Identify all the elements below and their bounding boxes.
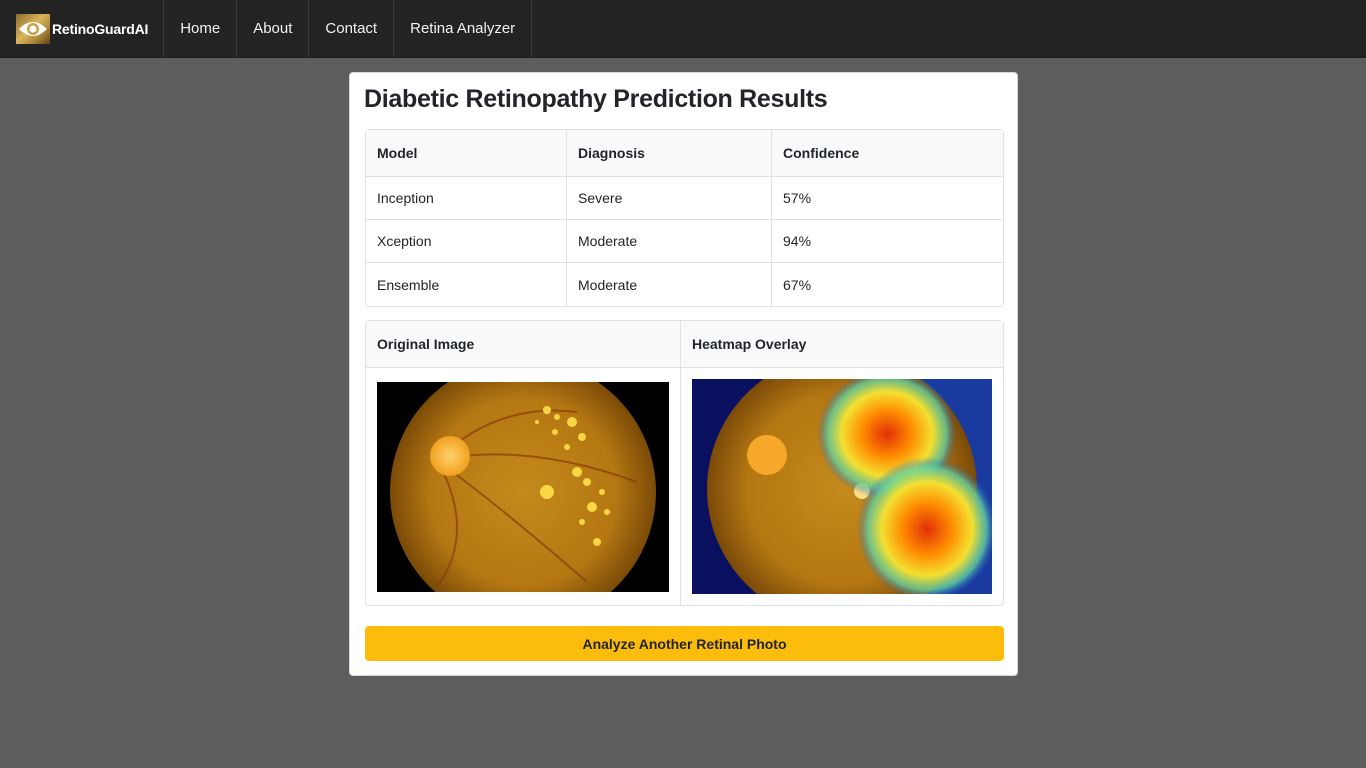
cell-diagnosis: Moderate bbox=[567, 263, 772, 306]
table-row: Inception Severe 57% bbox=[366, 177, 1003, 220]
table-row: Xception Moderate 94% bbox=[366, 220, 1003, 263]
cell-model: Xception bbox=[366, 220, 567, 263]
nav-contact[interactable]: Contact bbox=[309, 0, 395, 57]
cell-confidence: 94% bbox=[772, 220, 1003, 263]
results-table: Model Diagnosis Confidence Inception Sev… bbox=[365, 129, 1004, 307]
nav-retina-analyzer[interactable]: Retina Analyzer bbox=[394, 0, 533, 57]
heatmap-image-cell bbox=[681, 368, 1003, 605]
results-card: Diabetic Retinopathy Prediction Results … bbox=[349, 72, 1018, 676]
images-table: Original Image Heatmap Overlay bbox=[365, 320, 1004, 606]
cell-model: Inception bbox=[366, 177, 567, 220]
nav-about[interactable]: About bbox=[237, 0, 310, 57]
heatmap-overlay-image bbox=[692, 379, 992, 594]
eye-logo-icon bbox=[16, 13, 50, 44]
brand-link[interactable]: RetinoGuardAI bbox=[0, 0, 165, 57]
analyze-another-button[interactable]: Analyze Another Retinal Photo bbox=[365, 626, 1004, 661]
nav-home[interactable]: Home bbox=[164, 0, 238, 57]
original-image-cell bbox=[366, 368, 681, 605]
page-title: Diabetic Retinopathy Prediction Results bbox=[364, 85, 828, 113]
header-diagnosis: Diagnosis bbox=[567, 130, 772, 177]
table-row: Ensemble Moderate 67% bbox=[366, 263, 1003, 306]
header-model: Model bbox=[366, 130, 567, 177]
original-retina-image bbox=[377, 381, 669, 592]
cell-model: Ensemble bbox=[366, 263, 567, 306]
cell-confidence: 57% bbox=[772, 177, 1003, 220]
header-confidence: Confidence bbox=[772, 130, 1003, 177]
brand-name: RetinoGuardAI bbox=[52, 20, 149, 37]
images-row bbox=[366, 368, 1003, 605]
header-heatmap-overlay: Heatmap Overlay bbox=[681, 321, 1003, 368]
header-original-image: Original Image bbox=[366, 321, 681, 368]
top-navbar: RetinoGuardAI Home About Contact Retina … bbox=[0, 0, 1366, 58]
results-header-row: Model Diagnosis Confidence bbox=[366, 130, 1003, 177]
images-header-row: Original Image Heatmap Overlay bbox=[366, 321, 1003, 368]
cell-diagnosis: Severe bbox=[567, 177, 772, 220]
cell-confidence: 67% bbox=[783, 276, 812, 293]
cell-diagnosis: Moderate bbox=[567, 220, 772, 263]
